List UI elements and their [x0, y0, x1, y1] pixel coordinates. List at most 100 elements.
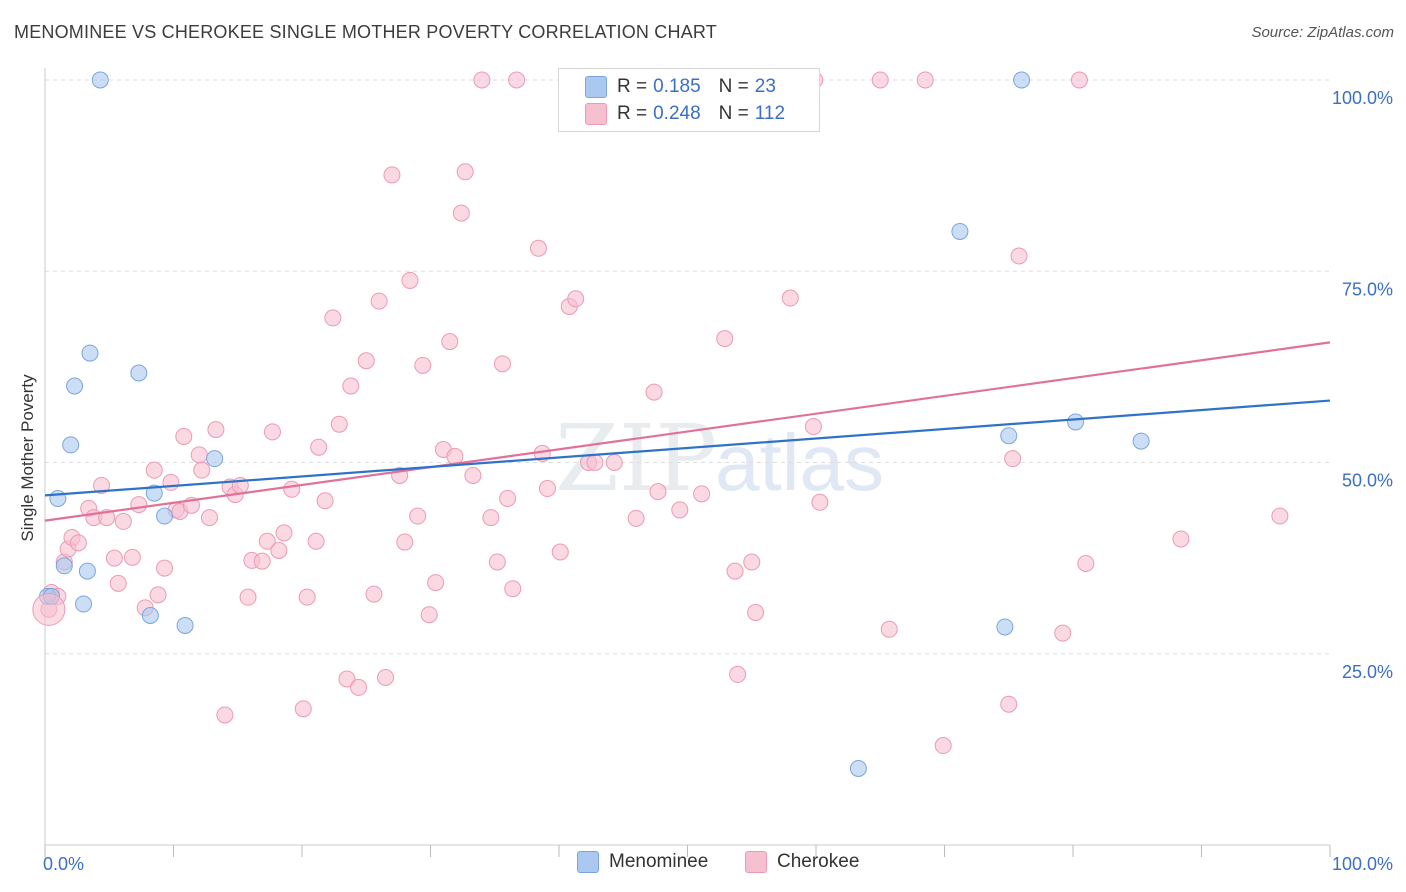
menominee-point — [91, 71, 109, 89]
cherokee-trend-line — [44, 341, 1331, 522]
cherokee-point — [216, 706, 234, 724]
cherokee-point — [330, 415, 348, 433]
legend-row-cherokee: R = 0.248 N = 112 — [585, 101, 785, 127]
cherokee-point — [504, 580, 522, 598]
cherokee-point — [350, 678, 368, 696]
cherokee-point — [743, 553, 761, 571]
cherokee-point — [414, 356, 432, 374]
legend-item-cherokee[interactable]: Cherokee — [745, 851, 859, 873]
cherokee-point — [693, 485, 711, 503]
cherokee-point — [482, 509, 500, 527]
menominee-point — [145, 484, 163, 502]
cherokee-point-cluster — [32, 592, 66, 626]
cherokee-point — [370, 292, 388, 310]
y-tick-label: 50.0% — [1342, 471, 1393, 491]
menominee-point — [996, 618, 1014, 636]
menominee-trend-line — [44, 399, 1331, 497]
cherokee-point — [488, 553, 506, 571]
cherokee-point — [316, 492, 334, 510]
cherokee-point — [916, 71, 934, 89]
menominee-point — [951, 222, 969, 240]
cherokee-point — [529, 239, 547, 257]
cherokee-point — [508, 71, 526, 89]
cherokee-point — [409, 507, 427, 525]
menominee-point — [62, 436, 80, 454]
watermark: ZIP atlas — [555, 405, 884, 512]
cherokee-point — [456, 163, 474, 181]
legend-n-cherokee: 112 — [754, 103, 786, 124]
chart-title: MENOMINEE VS CHEROKEE SINGLE MOTHER POVE… — [14, 22, 717, 42]
correlation-legend: R = 0.185 N = 23 R = 0.248 N = 112 — [558, 68, 820, 132]
cherokee-point — [586, 454, 604, 471]
legend-r-cherokee: 0.248 — [653, 103, 701, 124]
cherokee-point — [310, 438, 328, 456]
cherokee-point — [567, 290, 585, 308]
cherokee-point — [298, 588, 316, 606]
cherokee-point — [671, 501, 689, 519]
cherokee-point — [464, 467, 482, 485]
legend-n-label: N = — [718, 103, 749, 124]
cherokee-point — [871, 71, 889, 89]
menominee-point — [176, 616, 194, 634]
cherokee-point — [880, 620, 898, 638]
cherokee-point — [338, 670, 356, 688]
menominee-point — [55, 557, 73, 575]
menominee-point — [849, 760, 867, 777]
legend-n-label: N = — [718, 76, 749, 97]
legend-swatch-menominee — [585, 76, 607, 98]
cherokee-point — [145, 461, 163, 479]
cherokee-point — [114, 512, 132, 530]
x-tick-label: 0.0% — [43, 854, 84, 874]
menominee-point — [1000, 427, 1018, 445]
trend-lines — [44, 341, 1331, 522]
legend-label-menominee: Menominee — [609, 851, 709, 872]
cherokee-point — [294, 700, 312, 718]
cherokee-point — [200, 509, 218, 527]
legend-swatch-cherokee — [745, 851, 767, 873]
cherokee-point — [1004, 450, 1022, 468]
legend-r-label: R = — [617, 76, 648, 97]
legend-r-label: R = — [617, 103, 648, 124]
cherokee-point — [729, 665, 747, 683]
menominee-point — [1067, 413, 1085, 431]
y-tick-label: 100.0% — [1332, 88, 1393, 108]
data-points — [32, 71, 1289, 777]
cherokee-point — [342, 377, 360, 395]
cherokee-point — [1054, 624, 1072, 642]
watermark-zip: ZIP — [555, 405, 717, 512]
cherokee-point — [258, 532, 276, 550]
y-tick-label: 25.0% — [1342, 662, 1393, 682]
cherokee-point — [401, 271, 419, 289]
cherokee-point — [781, 289, 799, 307]
cherokee-point — [1070, 71, 1088, 89]
series-legend: Menominee Cherokee — [0, 851, 1406, 877]
cherokee-point — [383, 166, 401, 184]
cherokee-point — [716, 330, 734, 348]
cherokee-point — [283, 480, 301, 498]
cherokee-point — [324, 309, 342, 327]
cherokee-point — [645, 383, 663, 401]
menominee-point — [81, 344, 99, 362]
cherokee-point — [811, 493, 829, 511]
cherokee-point — [452, 204, 470, 222]
y-tick-label: 75.0% — [1342, 279, 1393, 299]
menominee-point — [49, 489, 67, 507]
cherokee-point — [538, 480, 556, 498]
menominee-point — [78, 562, 96, 580]
cherokee-point — [1000, 695, 1018, 713]
cherokee-point — [377, 668, 395, 686]
x-tick-label: 100.0% — [1332, 854, 1393, 874]
cherokee-point — [627, 509, 645, 527]
legend-item-menominee[interactable]: Menominee — [577, 851, 708, 873]
cherokee-point — [1172, 530, 1190, 548]
cherokee-point — [473, 71, 491, 89]
cherokee-point — [307, 532, 325, 550]
cherokee-point — [396, 533, 414, 551]
cherokee-point — [193, 461, 211, 479]
cherokee-point — [493, 355, 511, 373]
cherokee-point — [275, 524, 293, 542]
cherokee-point — [420, 606, 438, 624]
cherokee-point — [1271, 507, 1289, 525]
cherokee-point — [747, 603, 765, 621]
